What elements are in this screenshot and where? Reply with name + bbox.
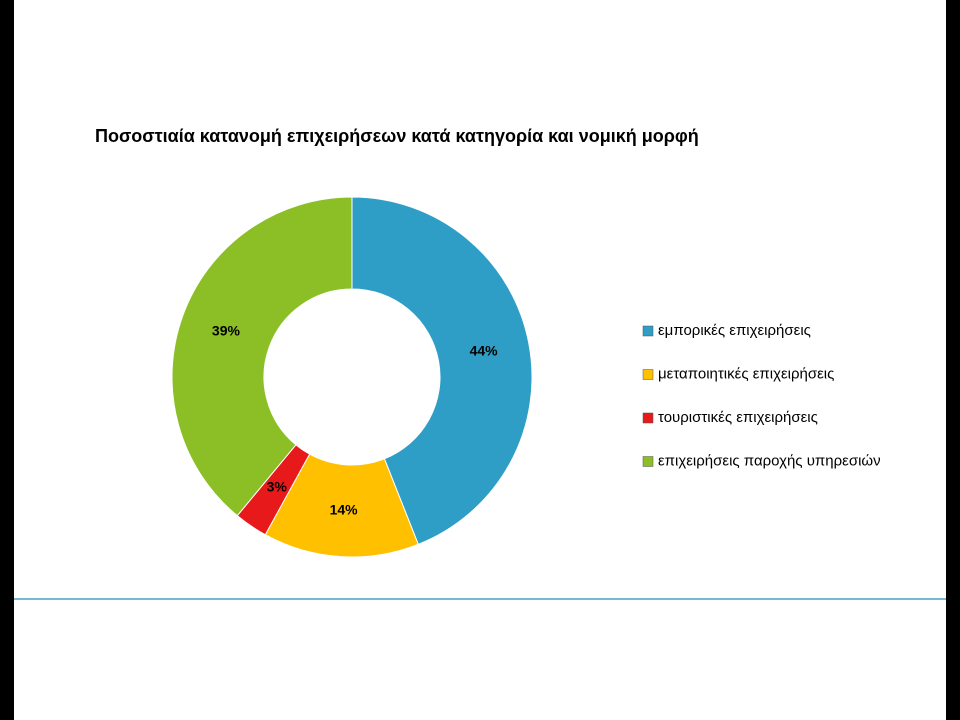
legend-label: επιχειρήσεις παροχής υπηρεσιών: [658, 452, 881, 469]
legend-marker: [642, 412, 654, 424]
left-border: [0, 0, 14, 720]
data-label: 39%: [212, 322, 241, 338]
data-label: 14%: [330, 501, 359, 517]
donut-segment: [351, 196, 533, 546]
legend-marker: [642, 325, 654, 337]
legend-label: μεταποιητικές επιχειρήσεις: [658, 365, 834, 382]
legend-marker: [642, 456, 654, 467]
legend-marker: [642, 369, 654, 380]
right-border: [946, 0, 960, 720]
donut-segment: [171, 196, 353, 517]
data-label: 3%: [267, 479, 288, 495]
data-label: 44%: [470, 343, 499, 359]
legend-label: τουριστικές επιχειρήσεις: [658, 409, 818, 426]
donut-segment: [264, 453, 419, 558]
legend-label: εμπορικές επιχειρήσεις: [658, 322, 811, 339]
chart-title: Ποσοστιαία κατανομή επιχειρήσεων κατά κα…: [95, 126, 699, 146]
